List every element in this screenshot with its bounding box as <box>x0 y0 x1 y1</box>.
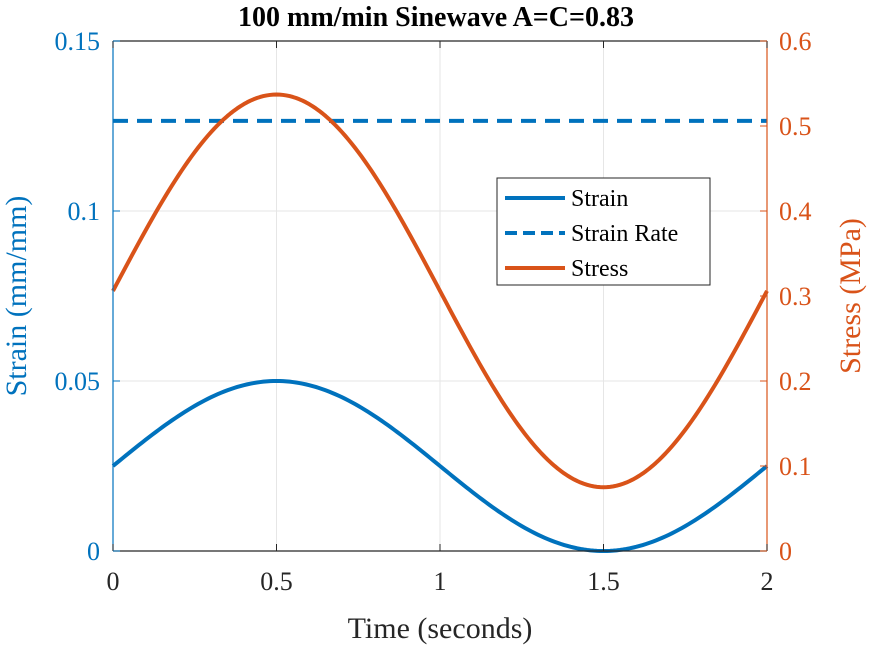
legend-entry-label: Strain Rate <box>571 221 678 247</box>
y-left-tick-label: 0 <box>87 537 100 566</box>
grid <box>112 40 768 552</box>
y-axis-right-label: Stress (MPa) <box>834 218 867 374</box>
y-right-tick-label: 0.6 <box>779 27 812 56</box>
y-left-tick-label: 0.05 <box>55 367 101 396</box>
y-right-tick-label: 0.5 <box>779 112 812 141</box>
legend-entry-label: Stress <box>571 256 628 282</box>
x-tick-label: 1 <box>434 567 447 596</box>
x-tick-label: 2 <box>761 567 774 596</box>
y-right-tick-label: 0 <box>779 537 792 566</box>
x-tick-label: 0 <box>107 567 120 596</box>
series-group <box>111 92 769 553</box>
legend-entry-label: Strain <box>571 186 628 212</box>
x-axis-label: Time (seconds) <box>348 612 533 645</box>
y-left-tick-label: 0.1 <box>68 197 101 226</box>
x-tick-label: 0.5 <box>260 567 293 596</box>
series-line-stress <box>111 92 769 490</box>
y-right-tick-label: 0.4 <box>779 197 812 226</box>
x-tick-label: 1.5 <box>587 567 620 596</box>
y-right-tick-label: 0.1 <box>779 452 812 481</box>
y-right-tick-label: 0.2 <box>779 367 812 396</box>
y-axis-left-label: Strain (mm/mm) <box>0 196 33 397</box>
y-right-tick-label: 0.3 <box>779 282 812 311</box>
y-left-tick-label: 0.15 <box>55 27 101 56</box>
legend: Strain Strain Rate Stress <box>496 177 711 286</box>
series-line-strain <box>111 379 769 553</box>
chart-title: 100 mm/min Sinewave A=C=0.83 <box>238 2 634 33</box>
